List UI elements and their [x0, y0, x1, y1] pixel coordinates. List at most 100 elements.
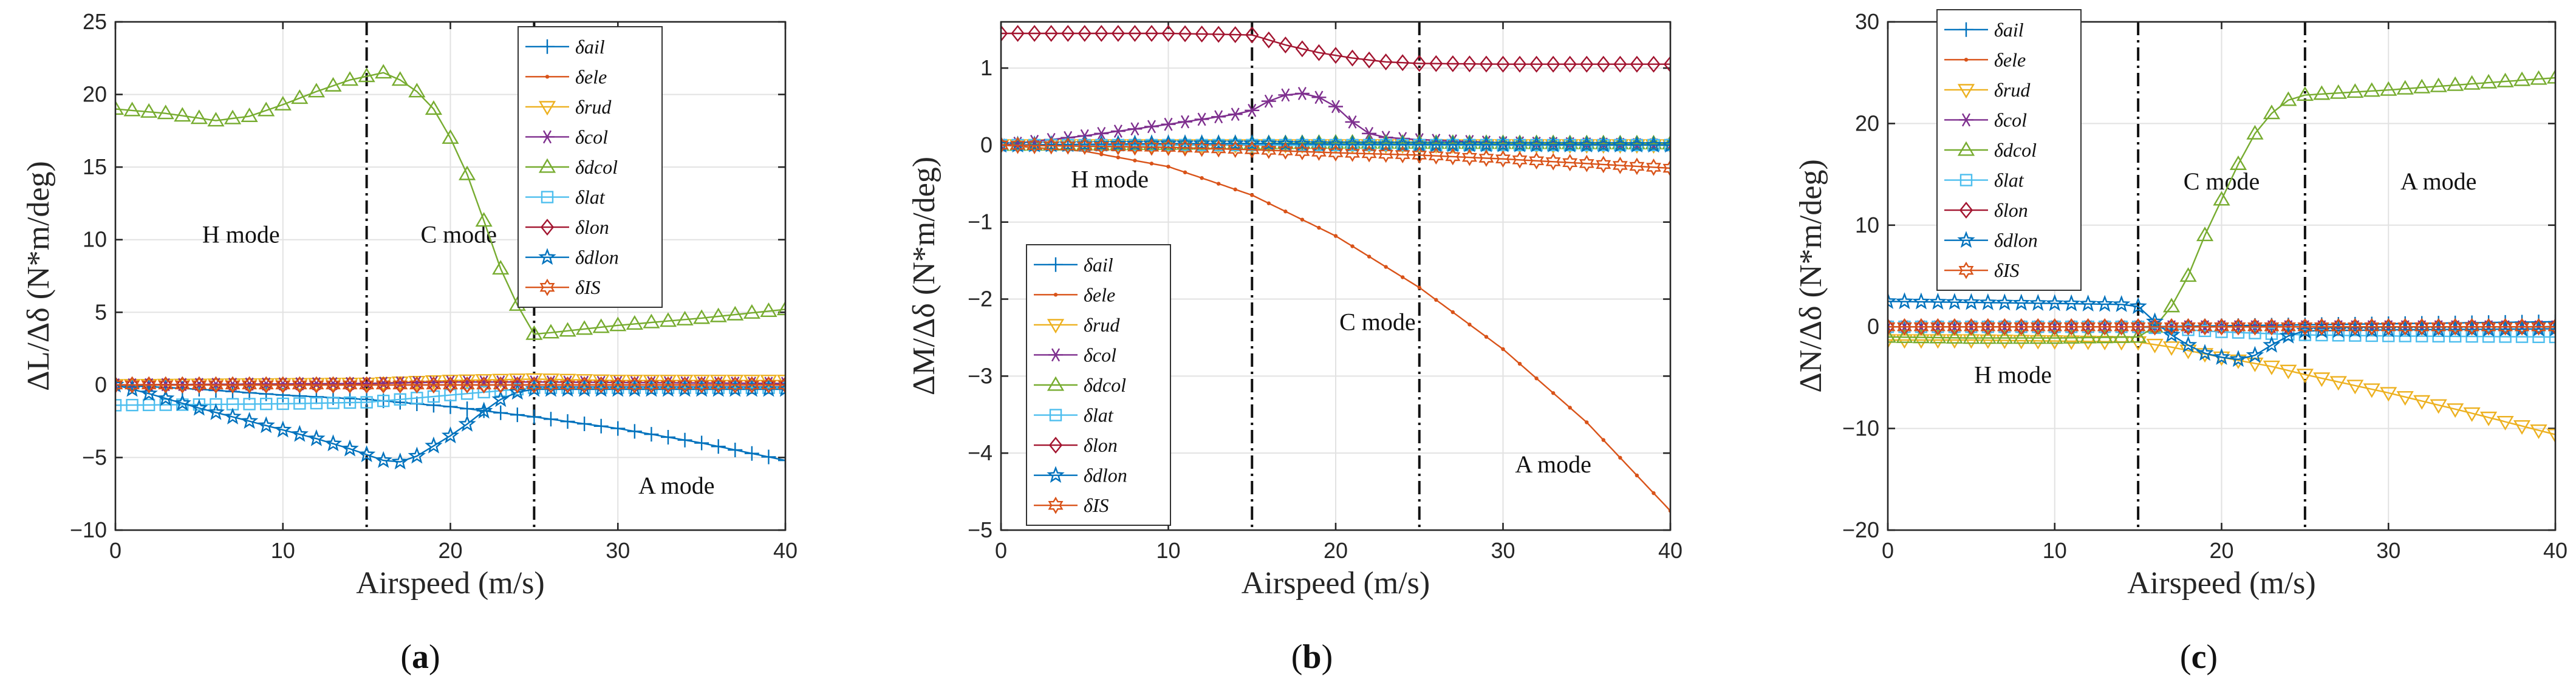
marker-triangle-up — [492, 260, 510, 275]
legend-label: δdcol — [1084, 374, 1126, 396]
marker-asterisk — [1161, 117, 1176, 131]
marker-triangle-up — [207, 112, 225, 127]
marker-triangle-up — [2113, 328, 2130, 343]
marker-hexagram — [760, 376, 776, 394]
marker-square — [2399, 330, 2411, 342]
marker-triangle-up — [1979, 329, 1997, 344]
marker-square — [444, 389, 457, 401]
marker-diamond — [1412, 55, 1426, 72]
marker-triangle-up — [2046, 329, 2063, 344]
marker-triangle-up — [1076, 135, 1093, 151]
marker-hexagram — [2014, 318, 2029, 336]
panel-label-letter: a — [412, 638, 429, 676]
x-tick-label: 10 — [2043, 538, 2067, 563]
marker-hexagram — [1311, 143, 1327, 162]
marker-triangle-up — [2063, 329, 2080, 344]
marker-triangle-up — [425, 100, 443, 115]
marker-dot — [1467, 322, 1472, 327]
marker-triangle-up — [659, 312, 677, 327]
marker-asterisk — [1328, 100, 1343, 114]
marker-square — [126, 398, 138, 412]
marker-hexagram — [359, 376, 375, 394]
marker-plus — [778, 453, 785, 468]
marker-plus — [761, 449, 776, 465]
marker-asterisk — [1178, 115, 1193, 129]
marker-pentagram — [1243, 134, 1262, 151]
marker-diamond — [1178, 25, 1192, 43]
marker-plus — [610, 421, 626, 436]
marker-pentagram — [140, 384, 158, 401]
marker-triangle-down — [2296, 369, 2314, 384]
marker-pentagram — [1260, 134, 1278, 152]
marker-pentagram — [157, 389, 175, 406]
marker-triangle-down — [1888, 334, 1897, 349]
marker-hexagram — [1395, 146, 1410, 163]
marker-diamond — [1396, 54, 1410, 72]
legend-label: δIS — [1084, 494, 1109, 516]
legend-item: δIS — [1034, 494, 1109, 516]
marker-triangle-up — [291, 89, 309, 104]
marker-dot — [1333, 234, 1338, 238]
marker-diamond — [1512, 55, 1527, 73]
marker-triangle-up — [2263, 104, 2281, 120]
marker-diamond — [1345, 49, 1359, 67]
series-lon — [1001, 25, 1670, 73]
marker-asterisk — [1245, 103, 1260, 117]
marker-pentagram — [341, 439, 359, 457]
marker-plus — [694, 435, 709, 451]
x-tick-label: 30 — [606, 538, 630, 563]
marker-hexagram — [1144, 138, 1160, 156]
marker-pentagram — [1209, 134, 1228, 151]
marker-triangle-up — [2430, 77, 2447, 92]
marker-dot — [1216, 182, 1221, 186]
marker-triangle-up — [341, 71, 359, 86]
marker-triangle-down — [2280, 364, 2297, 380]
marker-square — [243, 398, 256, 410]
marker-triangle-up — [2363, 82, 2380, 97]
marker-diamond — [1195, 26, 1209, 43]
y-tick-label: −3 — [968, 363, 992, 388]
y-tick-label: −5 — [968, 517, 992, 542]
marker-triangle-up — [324, 77, 342, 92]
marker-pentagram — [374, 451, 392, 468]
marker-dot — [1484, 335, 1489, 339]
x-axis-label: Airspeed (m/s) — [1242, 566, 1430, 601]
marker-triangle-up — [709, 307, 727, 322]
marker-dot — [1367, 254, 1372, 259]
marker-square — [2315, 329, 2328, 342]
series-IS — [1888, 318, 2555, 336]
marker-dot — [1618, 455, 1622, 460]
panel-label: (b) — [1291, 638, 1333, 676]
x-axis-label: Airspeed (m/s) — [2127, 566, 2315, 601]
marker-hexagram — [242, 376, 258, 394]
legend-item: δlon — [1944, 199, 2028, 221]
marker-triangle-up — [609, 316, 627, 332]
legend-label: δcol — [1994, 109, 2027, 131]
y-tick-label: −2 — [968, 287, 992, 312]
panel-label-open: ( — [2180, 638, 2192, 676]
marker-triangle-down — [2480, 411, 2498, 426]
marker-hexagram — [1093, 137, 1109, 155]
marker-dot — [1350, 244, 1355, 248]
marker-triangle-up — [274, 95, 292, 111]
marker-square — [142, 398, 155, 412]
marker-hexagram — [1930, 318, 1946, 336]
marker-pentagram — [290, 424, 309, 442]
legend-label: δdlon — [1084, 465, 1127, 486]
marker-triangle-up — [2029, 329, 2047, 344]
marker-hexagram — [375, 376, 391, 394]
legend-label: δlon — [1084, 434, 1118, 456]
marker-dot — [1233, 187, 1237, 192]
marker-dot — [1300, 217, 1305, 222]
marker-pentagram — [1594, 135, 1613, 153]
legend-item: δlat — [1944, 169, 2024, 191]
marker-plus — [540, 39, 555, 54]
marker-pentagram — [1644, 135, 1663, 153]
panel-label: (a) — [400, 638, 440, 676]
marker-triangle-up — [2480, 73, 2498, 89]
mode-label: H mode — [202, 220, 280, 248]
marker-diamond — [1446, 55, 1460, 72]
marker-triangle-up — [2246, 124, 2264, 140]
marker-triangle-up — [1260, 134, 1277, 149]
legend-item: δIS — [525, 276, 601, 298]
